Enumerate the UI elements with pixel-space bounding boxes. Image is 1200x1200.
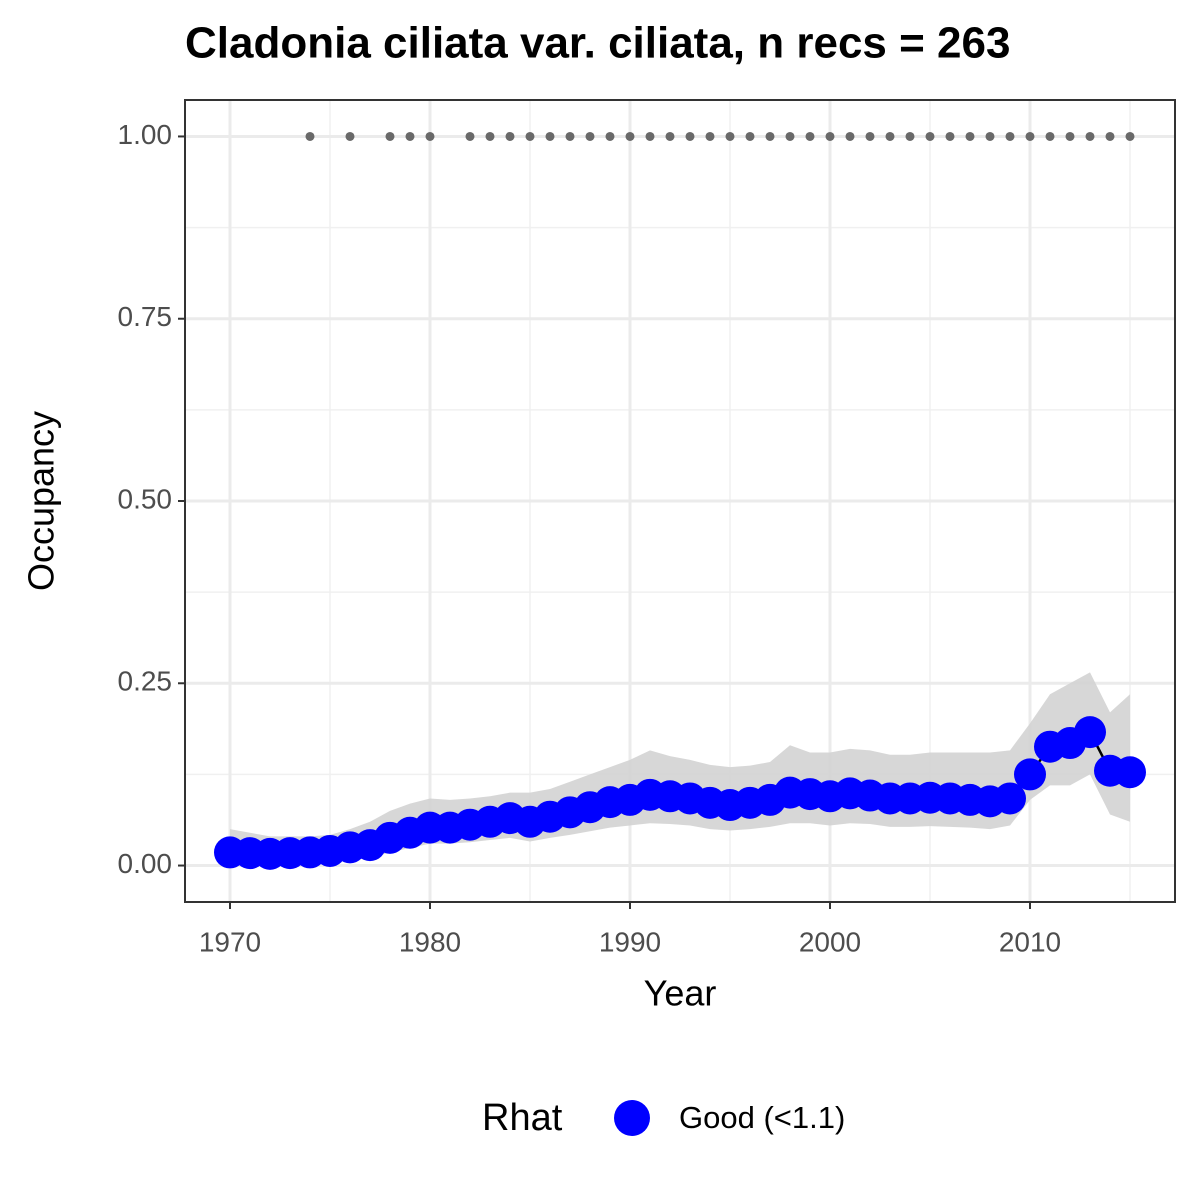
x-tick-label: 2000 (799, 926, 861, 957)
record-point (725, 131, 735, 141)
record-point (805, 131, 815, 141)
x-axis-title: Year (644, 973, 717, 1014)
x-tick-label: 1990 (599, 926, 661, 957)
record-point (665, 131, 675, 141)
record-point (1025, 131, 1035, 141)
x-tick-label: 2010 (999, 926, 1061, 957)
record-point (685, 131, 695, 141)
record-point (545, 131, 555, 141)
record-point (745, 131, 755, 141)
record-point (885, 131, 895, 141)
legend-swatch (614, 1100, 650, 1136)
record-point (465, 131, 475, 141)
record-point (865, 131, 875, 141)
x-tick-label: 1980 (399, 926, 461, 957)
occupancy-point (1114, 756, 1146, 789)
y-tick-label: 1.00 (118, 119, 173, 150)
record-point (1045, 131, 1055, 141)
y-tick-label: 0.25 (118, 666, 173, 697)
record-point (485, 131, 495, 141)
record-point (785, 131, 795, 141)
record-point (625, 131, 635, 141)
y-axis-title: Occupancy (21, 411, 62, 591)
record-point (1105, 131, 1115, 141)
occupancy-point (1074, 716, 1106, 749)
record-point (645, 131, 655, 141)
record-point (705, 131, 715, 141)
record-point (585, 131, 595, 141)
record-point (405, 131, 415, 141)
legend-label: Good (<1.1) (679, 1100, 845, 1135)
record-point (905, 131, 915, 141)
record-point (345, 131, 355, 141)
record-point (925, 131, 935, 141)
record-point (305, 131, 315, 141)
record-point (565, 131, 575, 141)
record-point (385, 131, 395, 141)
legend-title: Rhat (482, 1097, 563, 1139)
plot-border (184, 99, 1176, 903)
y-tick-label: 0.75 (118, 301, 173, 332)
record-point (985, 131, 995, 141)
record-point (525, 131, 535, 141)
record-point (825, 131, 835, 141)
record-point (945, 131, 955, 141)
record-point (845, 131, 855, 141)
record-point (1005, 131, 1015, 141)
record-point (1125, 131, 1135, 141)
record-point (605, 131, 615, 141)
y-tick-label: 0.50 (118, 483, 173, 514)
y-tick-label: 0.00 (118, 848, 173, 879)
record-point (765, 131, 775, 141)
record-point (1085, 131, 1095, 141)
record-point (1065, 131, 1075, 141)
x-tick-label: 1970 (199, 926, 261, 957)
record-point (425, 131, 435, 141)
chart-title: Cladonia ciliata var. ciliata, n recs = … (185, 19, 1010, 68)
occupancy-point (994, 782, 1026, 815)
occupancy-point (1014, 758, 1046, 791)
record-point (965, 131, 975, 141)
record-point (505, 131, 515, 141)
